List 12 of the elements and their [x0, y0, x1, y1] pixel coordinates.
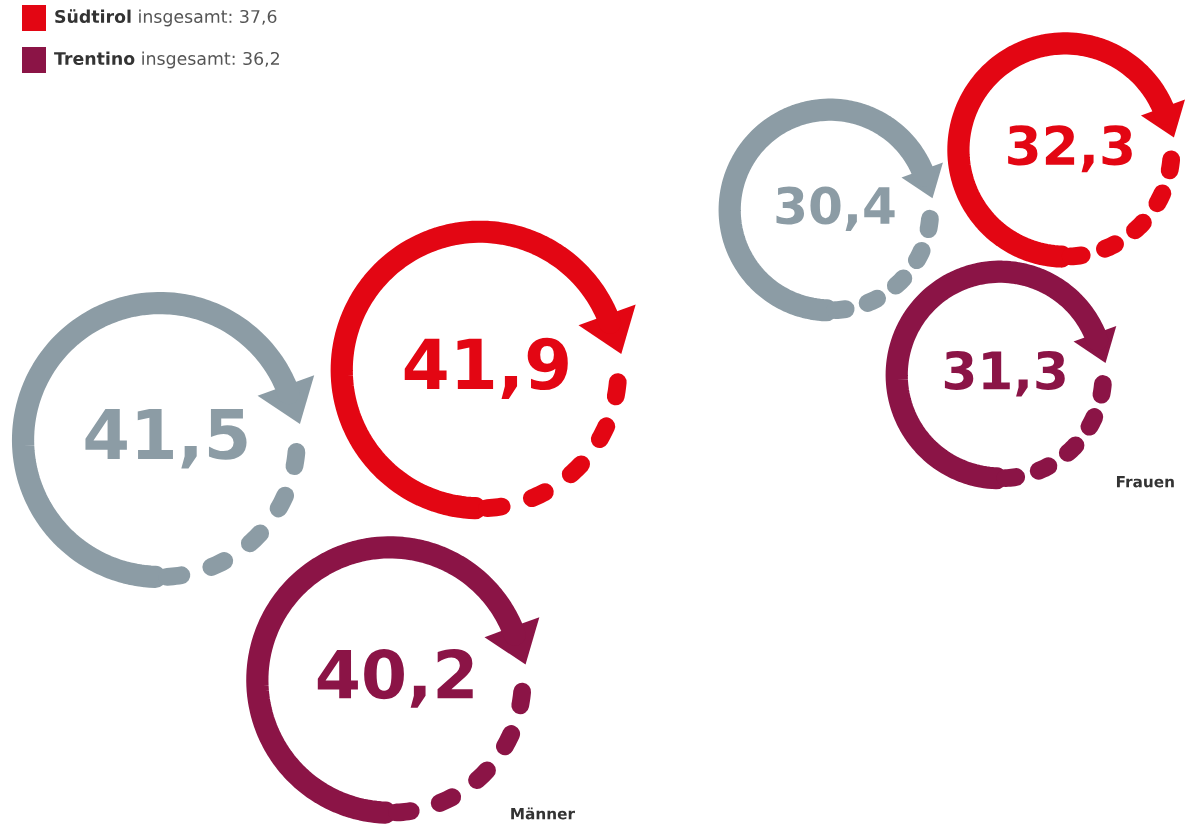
data-label: 32,3 — [1008, 125, 1132, 173]
data-label: 31,3 — [944, 350, 1065, 397]
legend-label: Trentino — [54, 51, 135, 66]
data-label: 30,4 — [776, 186, 895, 231]
data-label: 41,5 — [85, 408, 247, 469]
text: insgesamt: 37,6 — [139, 9, 277, 27]
text: insgesamt: 36,2 — [142, 51, 279, 69]
category-label: Frauen — [1116, 476, 1174, 488]
data-label: 40,2 — [317, 649, 473, 708]
category-label: Männer — [511, 807, 575, 820]
data-label: 41,9 — [404, 337, 568, 399]
legend-label: Südtirol — [55, 9, 131, 24]
